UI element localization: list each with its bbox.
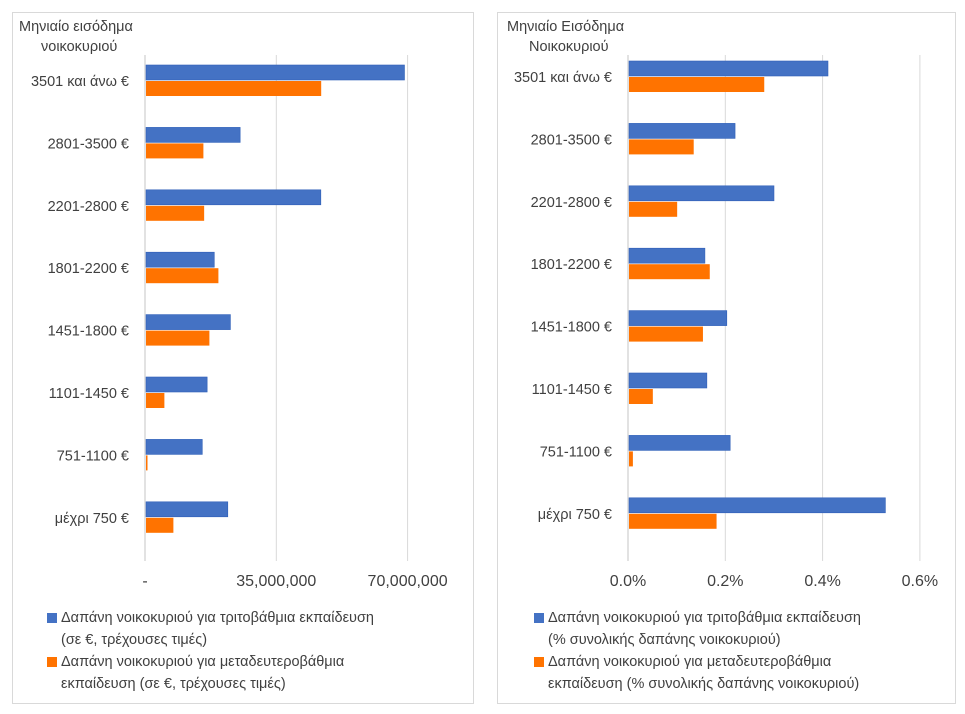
bar-tertiary xyxy=(145,439,203,455)
bar-post-secondary xyxy=(629,139,694,155)
category-label: 1451-1800 € xyxy=(531,320,612,336)
category-label: 3501 και άνω € xyxy=(514,70,612,86)
legend-swatch-tertiary xyxy=(534,613,544,623)
legend-label: Δαπάνη νοικοκυριού για μεταδευτεροβάθμια xyxy=(61,654,345,670)
x-tick-label: 0.2% xyxy=(707,573,743,590)
bar-post-secondary xyxy=(146,393,165,408)
category-label: 2201-2800 € xyxy=(48,199,129,215)
legend-label: (% συνολικής δαπάνης νοικοκυριού) xyxy=(548,632,781,648)
bar-tertiary xyxy=(145,189,322,206)
bar-tertiary xyxy=(628,185,775,202)
y-axis-title-line-2: Νοικοκυριού xyxy=(529,39,609,55)
legend-swatch-post-secondary xyxy=(47,657,57,667)
bar-tertiary xyxy=(628,123,736,139)
chart-panel-percent: Μηνιαίο Εισόδημα Νοικοκυριού 0.0% 0.2% 0.4… xyxy=(497,12,956,704)
x-tick-label: 70,000,000 xyxy=(368,573,448,590)
bar-tertiary xyxy=(628,372,708,389)
category-label: 2801-3500 € xyxy=(48,136,129,152)
x-tick-label: - xyxy=(142,573,147,590)
y-axis-title: Μηνιαίο Εισόδημα Νοικοκυριού xyxy=(507,17,624,57)
y-axis-title-line-1: Μηνιαίο Εισόδημα xyxy=(507,19,625,35)
bar-tertiary xyxy=(145,64,405,81)
bar-post-secondary xyxy=(629,389,653,404)
legend-label: Δαπάνη νοικοκυριού για τριτοβάθμια εκπαί… xyxy=(61,610,374,626)
legend-label: εκπαίδευση (σε €, τρέχουσες τιμές) xyxy=(61,676,286,692)
bar-tertiary xyxy=(145,376,208,393)
y-axis-title-line-2: νοικοκυριού xyxy=(41,39,118,55)
bar-tertiary xyxy=(145,251,215,268)
category-label: 1801-2200 € xyxy=(48,261,129,277)
bar-post-secondary xyxy=(146,205,205,221)
bar-tertiary xyxy=(145,127,241,143)
category-label: 2801-3500 € xyxy=(531,132,612,148)
legend-label: (σε €, τρέχουσες τιμές) xyxy=(61,632,208,648)
bar-post-secondary xyxy=(629,451,633,467)
bar-post-secondary xyxy=(629,264,710,280)
bar-tertiary xyxy=(145,314,231,330)
legend-item-tertiary: Δαπάνη νοικοκυριού για τριτοβάθμια εκπαί… xyxy=(47,607,374,651)
bar-post-secondary xyxy=(146,143,204,159)
bar-post-secondary xyxy=(629,513,717,529)
bar-post-secondary xyxy=(146,455,148,471)
category-label: 1451-1800 € xyxy=(48,324,129,340)
bar-post-secondary xyxy=(629,77,765,92)
y-axis-title: Μηνιαίο εισόδημα νοικοκυριού xyxy=(19,17,133,57)
category-label: 1801-2200 € xyxy=(531,257,612,273)
bar-chart-amount: - 35,000,000 70,000,000 3501 και άνω € 2801-… xyxy=(31,55,448,590)
chart-panel-amount: Μηνιαίο εισόδημα νοικοκυριού - 35,000,000… xyxy=(12,12,474,704)
legend-label: Δαπάνη νοικοκυριού για τριτοβάθμια εκπαί… xyxy=(548,610,861,626)
legend-item-post-secondary: Δαπάνη νοικοκυριού για μεταδευτεροβάθμια… xyxy=(47,651,374,695)
bar-tertiary xyxy=(628,247,706,264)
x-tick-label: 0.4% xyxy=(804,573,840,590)
bar-post-secondary xyxy=(146,268,219,284)
x-tick-label: 0.0% xyxy=(610,573,646,590)
bar-post-secondary xyxy=(629,201,678,217)
legend-item-post-secondary: Δαπάνη νοικοκυριού για μεταδευτεροβάθμια… xyxy=(534,651,861,695)
category-label: μέχρι 750 € xyxy=(538,507,612,523)
legend-label: Δαπάνη νοικοκυριού για μεταδευτεροβάθμια xyxy=(548,654,832,670)
legend-swatch-tertiary xyxy=(47,613,57,623)
category-label: 3501 και άνω € xyxy=(31,74,129,90)
legend-item-tertiary: Δαπάνη νοικοκυριού για τριτοβάθμια εκπαί… xyxy=(534,607,861,651)
category-label: 1101-1450 € xyxy=(49,386,129,402)
bar-tertiary xyxy=(628,60,829,77)
category-label: 1101-1450 € xyxy=(532,382,612,398)
legend-label: εκπαίδευση (% συνολικής δαπάνης νοικοκυρ… xyxy=(548,676,860,692)
legend: Δαπάνη νοικοκυριού για τριτοβάθμια εκπαί… xyxy=(534,607,861,695)
x-tick-label: 0.6% xyxy=(902,573,938,590)
category-label: 751-1100 € xyxy=(57,448,129,464)
bar-tertiary xyxy=(628,310,728,326)
bar-tertiary xyxy=(628,497,886,514)
bar-tertiary xyxy=(145,501,229,518)
bar-chart-percent: 0.0% 0.2% 0.4% 0.6% 3501 και άνω € 2801-3500 … xyxy=(514,55,938,590)
category-label: μέχρι 750 € xyxy=(55,511,129,527)
x-tick-label: 35,000,000 xyxy=(236,573,316,590)
bar-post-secondary xyxy=(146,517,174,533)
bar-post-secondary xyxy=(146,81,322,96)
bar-tertiary xyxy=(628,435,731,451)
y-axis-title-line-1: Μηνιαίο εισόδημα xyxy=(19,19,133,35)
bar-post-secondary xyxy=(146,330,210,346)
bar-post-secondary xyxy=(629,326,703,342)
category-label: 751-1100 € xyxy=(540,444,612,460)
category-label: 2201-2800 € xyxy=(531,195,612,211)
legend-swatch-post-secondary xyxy=(534,657,544,667)
legend: Δαπάνη νοικοκυριού για τριτοβάθμια εκπαί… xyxy=(47,607,374,695)
